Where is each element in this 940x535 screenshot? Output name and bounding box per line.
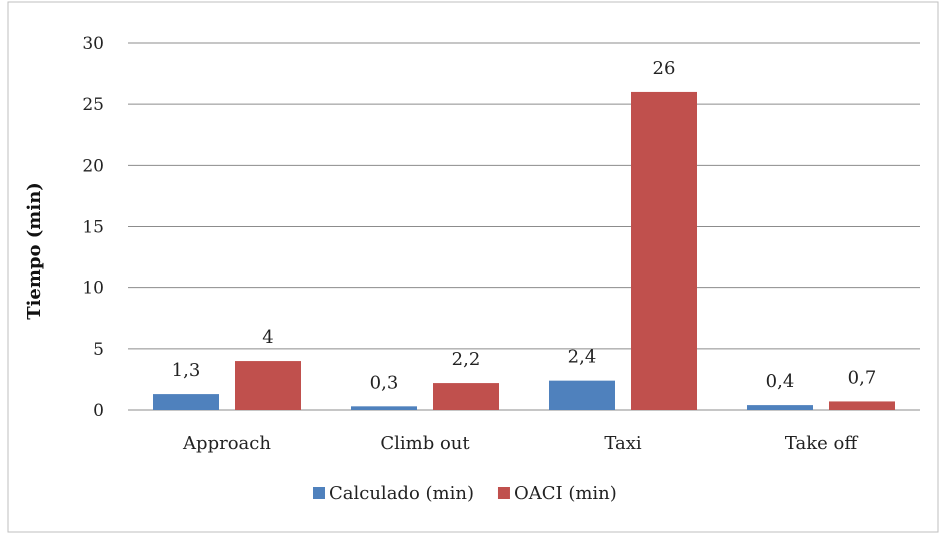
data-label: 26 [653, 58, 676, 79]
bar-oaci [235, 361, 301, 410]
bar-calculado [351, 406, 417, 410]
legend-entry: OACI (min) [514, 483, 617, 504]
bar-calculado [549, 380, 615, 410]
y-tick-label: 5 [93, 340, 104, 360]
legend-swatch [497, 487, 510, 499]
data-label: 1,3 [172, 360, 201, 381]
legend-entry: Calculado (min) [329, 483, 474, 504]
category-label: Approach [182, 433, 271, 454]
data-label: 4 [262, 327, 273, 348]
category-labels: Approach Climb out Taxi Take off [182, 433, 858, 454]
legend: Calculado (min) OACI (min) [313, 483, 617, 504]
category-label: Climb out [380, 433, 470, 454]
y-tick-label: 10 [82, 279, 104, 299]
bar-oaci [631, 91, 697, 410]
data-label: 0,4 [766, 371, 795, 392]
category-label: Taxi [604, 433, 641, 454]
data-label: 0,7 [848, 367, 877, 388]
data-labels: 1,3 4 0,3 2,2 2,4 26 0,4 0,7 [172, 58, 877, 393]
category-label: Take off [785, 433, 858, 454]
data-label: 2,2 [452, 349, 481, 370]
y-axis-title: Tiempo (min) [24, 182, 45, 320]
bar-calculado [747, 405, 813, 410]
bar-oaci [433, 383, 499, 410]
chart-frame [7, 1, 939, 533]
y-tick-label: 30 [82, 34, 104, 54]
y-tick-label: 15 [82, 218, 104, 238]
bar-calculado [153, 394, 219, 410]
bars [153, 91, 895, 410]
y-tick-labels: 0 5 10 15 20 25 30 [82, 34, 104, 421]
y-tick-label: 20 [82, 156, 104, 176]
data-label: 2,4 [568, 347, 597, 368]
y-tick-label: 0 [93, 401, 104, 421]
y-tick-label: 25 [82, 95, 104, 115]
legend-swatch [313, 487, 325, 499]
bar-oaci [829, 401, 895, 410]
data-label: 0,3 [370, 372, 399, 393]
gridlines [128, 42, 920, 411]
